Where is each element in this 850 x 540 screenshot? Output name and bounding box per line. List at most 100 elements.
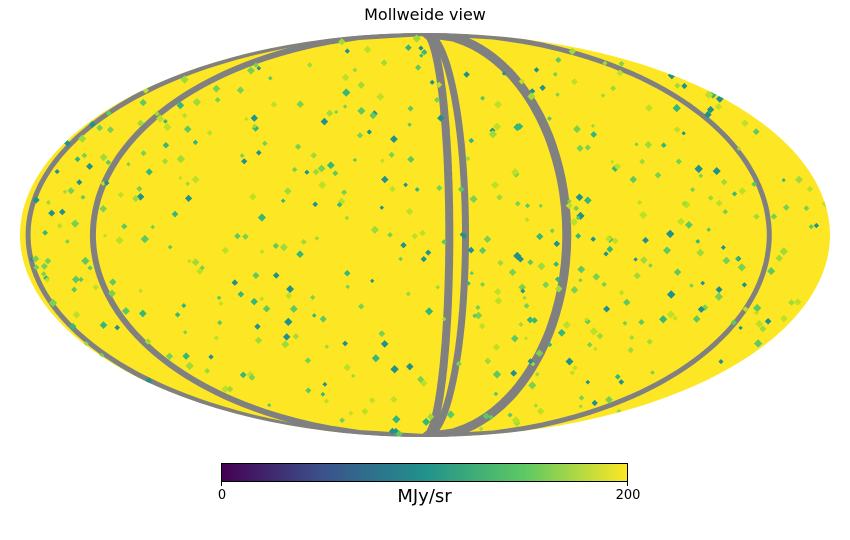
pixel-speck	[584, 317, 589, 322]
pixel-speck	[70, 219, 80, 228]
pixel-speck	[596, 332, 604, 340]
pixel-speck	[659, 315, 668, 324]
pixel-speck	[196, 267, 204, 275]
pixel-speck	[126, 161, 131, 167]
pixel-speck	[378, 330, 386, 338]
pixel-speck	[45, 199, 51, 206]
pixel-speck	[78, 134, 87, 143]
mollweide-map	[20, 33, 830, 437]
pixel-speck	[590, 131, 598, 138]
pixel-speck	[467, 246, 475, 254]
pixel-speck	[697, 305, 705, 313]
pixel-speck	[156, 114, 165, 123]
pixel-speck	[272, 272, 280, 279]
pixel-speck	[259, 296, 265, 302]
pixel-speck	[191, 175, 200, 184]
pixel-speck	[221, 246, 230, 255]
pixel-speck	[468, 137, 475, 144]
pixel-speck	[285, 292, 293, 300]
pixel-speck	[86, 162, 94, 170]
pixel-speck	[121, 223, 128, 230]
pixel-speck	[154, 111, 160, 117]
pixel-speck	[780, 314, 788, 323]
pixel-speck	[593, 346, 598, 352]
pixel-speck	[326, 161, 335, 170]
pixel-speck	[206, 129, 213, 136]
pixel-speck	[633, 257, 638, 262]
pixel-speck	[294, 143, 302, 150]
pixel-speck	[405, 291, 411, 297]
pixel-speck	[706, 227, 712, 232]
pixel-speck	[339, 417, 345, 424]
pixel-speck	[738, 325, 743, 331]
pixel-speck	[282, 333, 291, 341]
pixel-speck	[731, 191, 738, 197]
pixel-speck	[180, 75, 189, 84]
pixel-speck	[136, 185, 143, 192]
pixel-speck	[609, 85, 617, 92]
pixel-speck	[614, 162, 622, 171]
pixel-speck	[666, 229, 675, 239]
pixel-speck	[555, 285, 563, 293]
pixel-speck	[673, 126, 681, 133]
pixel-speck	[226, 385, 234, 393]
pixel-speck	[441, 239, 447, 245]
pixel-speck	[510, 334, 519, 343]
pixel-speck	[217, 320, 223, 326]
sky-ellipse	[20, 33, 830, 437]
pixel-speck	[342, 340, 348, 347]
masked-stripes	[25, 33, 772, 437]
pixel-speck	[650, 370, 655, 375]
pixel-speck	[633, 272, 641, 280]
pixel-speck	[167, 244, 173, 250]
pixel-speck	[569, 370, 576, 376]
pixel-speck	[390, 135, 398, 144]
pixel-speck	[465, 156, 471, 162]
pixel-speck	[578, 278, 583, 283]
pixel-speck	[483, 235, 492, 244]
pixel-speck	[526, 316, 534, 324]
pixel-speck	[781, 177, 786, 183]
pixel-speck	[137, 119, 145, 127]
pixel-speck	[570, 78, 578, 86]
pixel-speck	[508, 268, 517, 277]
pixel-speck	[280, 198, 286, 204]
pixel-speck	[722, 256, 731, 265]
pixel-speck	[255, 149, 262, 156]
pixel-speck	[494, 288, 502, 296]
pixel-speck	[681, 131, 686, 136]
pixel-speck	[231, 279, 239, 286]
pixel-speck	[76, 179, 83, 186]
pixel-speck	[138, 309, 147, 318]
pixel-speck	[516, 255, 524, 263]
pixel-speck	[518, 78, 525, 85]
pixel-speck	[356, 132, 364, 139]
pixel-speck	[341, 73, 350, 82]
pixel-speck	[54, 169, 60, 175]
pixel-speck	[469, 270, 474, 276]
pixel-speck	[583, 196, 592, 205]
pixel-speck	[163, 123, 172, 132]
pixel-speck	[759, 325, 767, 333]
pixel-speck	[352, 157, 358, 163]
pixel-speck	[586, 341, 593, 348]
pixel-speck	[390, 365, 399, 374]
pixel-speck	[689, 283, 694, 288]
pixel-speck	[239, 153, 245, 159]
pixel-speck	[176, 101, 185, 110]
pixel-speck	[102, 233, 108, 238]
pixel-speck	[527, 358, 534, 365]
pixel-speck	[618, 60, 625, 67]
pixel-speck	[535, 349, 544, 358]
pixel-speck	[788, 299, 795, 306]
pixel-speck	[677, 217, 685, 226]
pixel-speck	[522, 295, 527, 301]
pixel-speck	[704, 110, 712, 119]
pixel-speck	[803, 205, 810, 212]
masked-stripe	[424, 33, 772, 437]
pixel-speck	[466, 281, 471, 286]
pixel-speck	[722, 208, 729, 215]
pixel-speck	[344, 215, 350, 221]
pixel-speck	[618, 289, 625, 296]
pixel-speck	[501, 71, 507, 76]
